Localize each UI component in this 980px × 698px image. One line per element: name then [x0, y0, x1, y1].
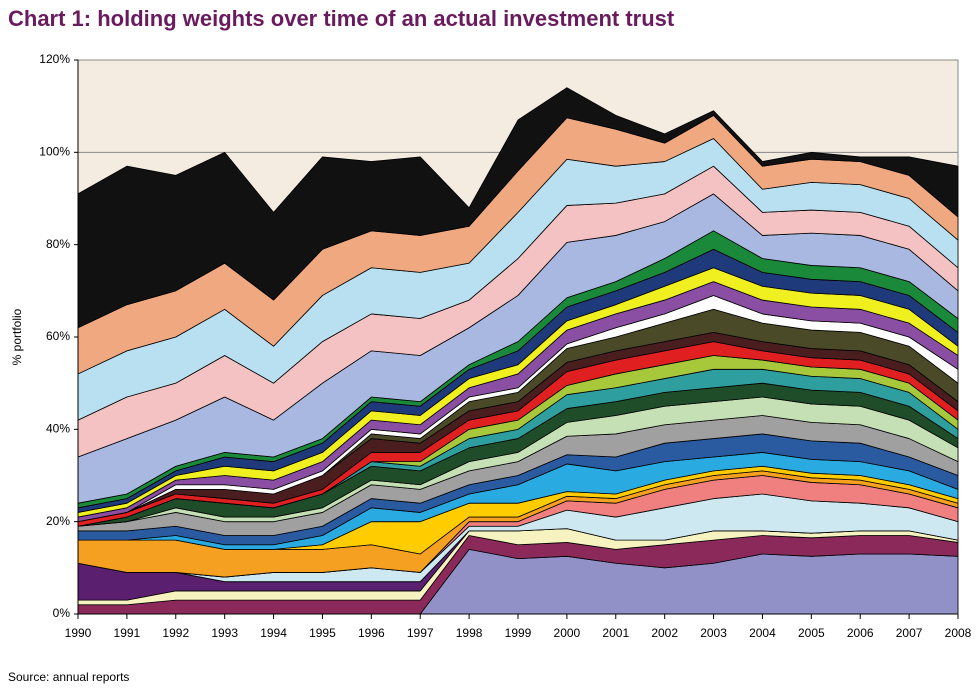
y-tick-label: 0% — [53, 606, 71, 620]
x-tick-label: 2008 — [945, 626, 972, 640]
area-band — [77, 87, 959, 329]
x-tick-label: 2005 — [798, 626, 825, 640]
x-tick-label: 1990 — [65, 626, 92, 640]
y-tick-label: 100% — [39, 145, 70, 159]
x-tick-label: 2000 — [554, 626, 581, 640]
x-tick-label: 1993 — [211, 626, 238, 640]
y-tick-label: 80% — [46, 237, 70, 251]
x-tick-label: 1998 — [456, 626, 483, 640]
y-tick-label: 120% — [39, 52, 70, 66]
chart-title: Chart 1: holding weights over time of an… — [8, 6, 675, 31]
y-tick-label: 60% — [46, 329, 70, 343]
x-tick-label: 2002 — [651, 626, 678, 640]
x-tick-label: 2003 — [700, 626, 727, 640]
source-note: Source: annual reports — [8, 670, 129, 684]
x-tick-label: 1996 — [358, 626, 385, 640]
x-tick-label: 1991 — [114, 626, 141, 640]
x-tick-label: 1992 — [162, 626, 189, 640]
y-tick-label: 20% — [46, 514, 70, 528]
x-tick-label: 1999 — [505, 626, 532, 640]
x-tick-label: 1995 — [309, 626, 336, 640]
y-axis-label: % portfolio — [10, 308, 24, 365]
x-tick-label: 2004 — [749, 626, 776, 640]
x-tick-label: 2001 — [602, 626, 629, 640]
x-tick-label: 1994 — [260, 626, 287, 640]
x-tick-label: 2007 — [896, 626, 923, 640]
x-tick-label: 2006 — [847, 626, 874, 640]
x-tick-label: 1997 — [407, 626, 434, 640]
y-tick-label: 40% — [46, 422, 70, 436]
